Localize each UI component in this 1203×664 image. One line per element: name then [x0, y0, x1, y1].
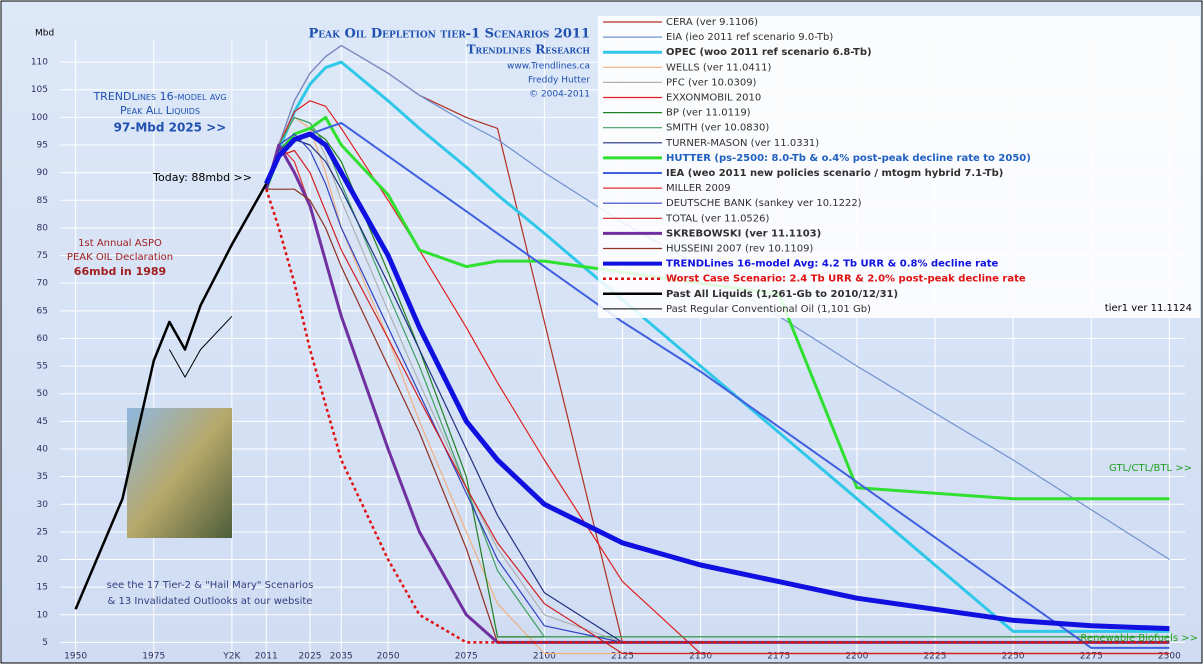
legend-label: DEUTSCHE BANK (sankey ver 10.1222): [666, 198, 862, 209]
legend-label: HUSSEINI 2007 (rev 10.1109): [666, 244, 813, 255]
legend-label: Past Regular Conventional Oil (1,101 Gb): [666, 304, 871, 315]
x-tick-label: 2011: [255, 652, 278, 662]
annotation: PEAK OIL Declaration: [67, 252, 173, 263]
legend-label: TOTAL (ver 11.0526): [665, 213, 770, 224]
y-tick-label: 60: [37, 334, 49, 344]
y-tick-label: 75: [37, 251, 48, 261]
y-tick-label: 10: [37, 610, 49, 620]
y-tick-label: 5: [42, 638, 48, 648]
annotation: Peak All Liquids: [120, 104, 200, 117]
legend-label: Worst Case Scenario: 2.4 Tb URR & 2.0% p…: [666, 274, 1026, 285]
subtitle: Trendlines Research: [467, 43, 591, 57]
x-tick-label: 2075: [455, 652, 478, 662]
legend-label: EIA (ieo 2011 ref scenario 9.0-Tb): [666, 32, 833, 43]
legend-label: CERA (ver 9.1106): [666, 17, 758, 28]
y-tick-label: 25: [37, 527, 48, 537]
annotation: & 13 Invalidated Outlooks at our website: [108, 596, 313, 607]
annotation: 1st Annual ASPO: [78, 238, 162, 249]
y-tick-label: 30: [37, 500, 49, 510]
x-tick-label: 2035: [330, 652, 353, 662]
version-note: tier1 ver 11.1124: [1105, 303, 1192, 314]
x-tick-label: 2025: [299, 652, 322, 662]
y-tick-label: 35: [37, 472, 48, 482]
chart: 5101520253035404550556065707580859095100…: [0, 0, 1203, 664]
y-tick-label: 20: [37, 555, 49, 565]
y-tick-label: 105: [31, 85, 48, 95]
annotation: Renewable Biofuels >>: [1080, 633, 1198, 644]
website: www.Trendlines.ca: [507, 62, 590, 72]
y-axis-label: Mbd: [35, 29, 54, 39]
annotation: see the 17 Tier-2 & "Hail Mary" Scenario…: [107, 580, 314, 591]
author: Freddy Hutter: [528, 76, 590, 86]
legend-label: BP (ver 11.0119): [666, 108, 751, 119]
legend-label: TRENDLines 16-model Avg: 4.2 Tb URR & 0.…: [666, 259, 999, 270]
y-tick-label: 85: [37, 196, 48, 206]
y-tick-label: 65: [37, 306, 48, 316]
x-tick-label: 1950: [64, 652, 87, 662]
y-tick-label: 50: [37, 389, 49, 399]
y-tick-label: 80: [37, 223, 49, 233]
y-tick-label: 70: [37, 279, 49, 289]
legend-label: EXXONMOBIL 2010: [666, 93, 761, 104]
annotation: Today: 88mbd >>: [152, 171, 252, 184]
chart-title: Peak Oil Depletion tier-1 Scenarios 2011: [308, 27, 590, 42]
annotation: TRENDLines 16-model avg: [92, 90, 226, 103]
legend-label: SKREBOWSKI (ver 11.1103): [666, 228, 821, 239]
y-tick-label: 95: [37, 141, 48, 151]
legend-label: MILLER 2009: [666, 183, 731, 194]
legend-label: WELLS (ver 11.0411): [666, 62, 771, 73]
y-tick-label: 90: [37, 168, 49, 178]
legend-label: PFC (ver 10.0309): [666, 77, 757, 88]
legend-label: IEA (weo 2011 new policies scenario / mt…: [666, 168, 1003, 179]
x-tick-label: Y2K: [222, 652, 241, 662]
y-tick-label: 110: [31, 58, 48, 68]
copyright: © 2004-2011: [529, 90, 590, 100]
y-tick-label: 100: [31, 113, 48, 123]
legend-label: TURNER-MASON (ver 11.0331): [665, 138, 819, 149]
y-tick-label: 55: [37, 362, 48, 372]
x-tick-label: 1975: [142, 652, 165, 662]
annotation: 66mbd in 1989: [74, 265, 166, 278]
legend-box: [598, 16, 1200, 318]
legend-label: SMITH (ver 10.0830): [666, 123, 769, 134]
x-tick-label: 2050: [377, 652, 400, 662]
oil-image: [127, 408, 232, 538]
legend-label: OPEC (woo 2011 ref scenario 6.8-Tb): [666, 47, 872, 58]
y-tick-label: 40: [37, 444, 49, 454]
y-tick-label: 45: [37, 417, 48, 427]
legend-label: Past All Liquids (1,261-Gb to 2010/12/31…: [666, 289, 898, 300]
annotation: 97-Mbd 2025 >>: [114, 121, 227, 135]
annotation: GTL/CTL/BTL >>: [1109, 463, 1192, 474]
legend-label: HUTTER (ps-2500: 8.0-Tb & o.4% post-peak…: [666, 153, 1031, 164]
y-tick-label: 15: [37, 583, 48, 593]
